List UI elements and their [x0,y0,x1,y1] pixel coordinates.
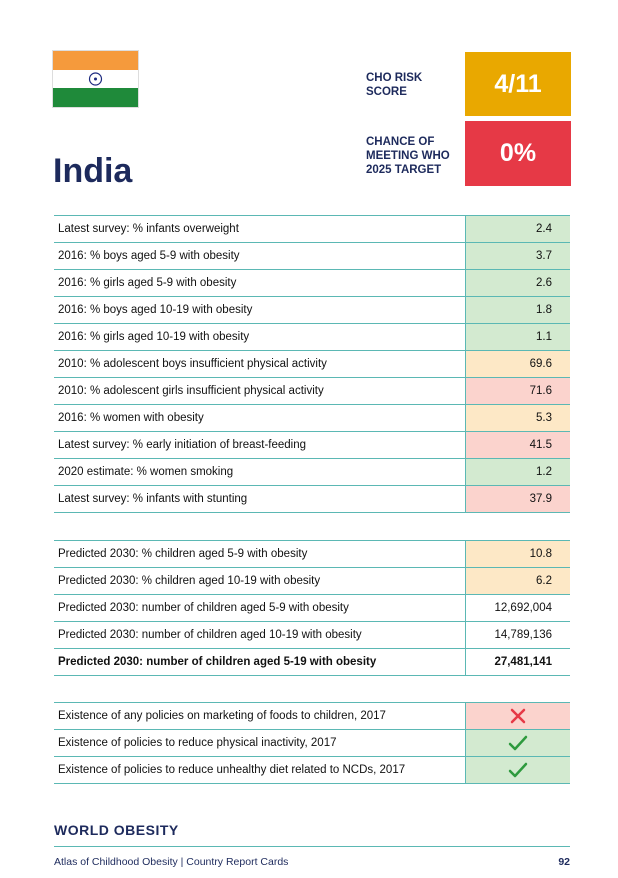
row-label: 2010: % adolescent boys insufficient phy… [58,358,327,370]
row-value: 2.4 [465,216,570,242]
row-label: Latest survey: % infants overweight [58,223,239,235]
table-section: Latest survey: % infants overweight 2.4 20… [54,215,570,513]
table-section: Predicted 2030: % children aged 5-9 with… [54,540,570,676]
table-row: Predicted 2030: number of children aged … [54,595,570,622]
table-row: Latest survey: % infants with stunting 37… [54,486,570,513]
row-value: 3.7 [465,243,570,269]
row-value: 2.6 [465,270,570,296]
cross-icon [510,708,526,724]
row-value: 14,789,136 [465,622,570,648]
table-row: 2020 estimate: % women smoking 1.2 [54,459,570,486]
table-row: Existence of policies to reduce unhealth… [54,757,570,784]
logo: WORLD OBESITY [54,822,179,838]
row-label: 2016: % girls aged 5-9 with obesity [58,277,237,289]
table-section: Existence of any policies on marketing o… [54,702,570,784]
row-value: 69.6 [465,351,570,377]
country-title: India [53,152,133,190]
row-label: 2010: % adolescent girls insufficient ph… [58,385,324,397]
table-row: Latest survey: % early initiation of bre… [54,432,570,459]
page-number: 92 [558,856,570,868]
row-label: Predicted 2030: number of children aged … [58,602,349,614]
table-row: Existence of any policies on marketing o… [54,703,570,730]
table-row: Latest survey: % infants overweight 2.4 [54,216,570,243]
row-value: 10.8 [465,541,570,567]
row-label: 2016: % women with obesity [58,412,204,424]
row-label: 2016: % boys aged 10-19 with obesity [58,304,253,316]
table-row: 2010: % adolescent boys insufficient phy… [54,351,570,378]
row-value: 41.5 [465,432,570,458]
row-value: 5.3 [465,405,570,431]
row-label: 2020 estimate: % women smoking [58,466,234,478]
footer: Atlas of Childhood Obesity | Country Rep… [54,846,570,868]
flag [53,51,138,107]
row-value: 1.2 [465,459,570,485]
table-row: 2010: % adolescent girls insufficient ph… [54,378,570,405]
risk-label: CHO RISK SCORE [366,72,423,98]
table-row: 2016: % boys aged 10-19 with obesity 1.8 [54,297,570,324]
table-row: Predicted 2030: number of children aged … [54,622,570,649]
row-status [465,730,570,756]
table-row: 2016: % girls aged 10-19 with obesity 1.1 [54,324,570,351]
chance-value: 0% [465,121,571,186]
row-label: Predicted 2030: % children aged 10-19 wi… [58,575,321,587]
row-value: 1.1 [465,324,570,350]
row-status [465,703,570,729]
table-row: Predicted 2030: % children aged 5-9 with… [54,541,570,568]
footer-text: Atlas of Childhood Obesity | Country Rep… [54,856,289,868]
row-label: Predicted 2030: number of children aged … [58,629,362,641]
row-label: 2016: % girls aged 10-19 with obesity [58,331,250,343]
row-value: 6.2 [465,568,570,594]
row-value: 27,481,141 [465,649,570,675]
table-row: Predicted 2030: % children aged 10-19 wi… [54,568,570,595]
table-row: 2016: % boys aged 5-9 with obesity 3.7 [54,243,570,270]
row-label: Latest survey: % early initiation of bre… [58,439,307,451]
chance-label: CHANCE OF MEETING WHO 2025 TARGET [366,136,450,176]
check-icon [508,762,528,778]
risk-score: 4/11 [465,52,571,116]
row-label: 2016: % boys aged 5-9 with obesity [58,250,240,262]
row-label: Predicted 2030: % children aged 5-9 with… [58,548,308,560]
row-value: 12,692,004 [465,595,570,621]
check-icon [508,735,528,751]
table-row: 2016: % women with obesity 5.3 [54,405,570,432]
row-value: 37.9 [465,486,570,512]
row-status [465,757,570,783]
row-label: Existence of any policies on marketing o… [58,710,386,722]
table-row: Existence of policies to reduce physical… [54,730,570,757]
table-row: 2016: % girls aged 5-9 with obesity 2.6 [54,270,570,297]
table-row: Predicted 2030: number of children aged … [54,649,570,676]
row-label: Predicted 2030: number of children aged … [58,656,377,668]
row-label: Existence of policies to reduce unhealth… [58,764,406,776]
row-label: Existence of policies to reduce physical… [58,737,337,749]
row-value: 1.8 [465,297,570,323]
row-value: 71.6 [465,378,570,404]
row-label: Latest survey: % infants with stunting [58,493,248,505]
